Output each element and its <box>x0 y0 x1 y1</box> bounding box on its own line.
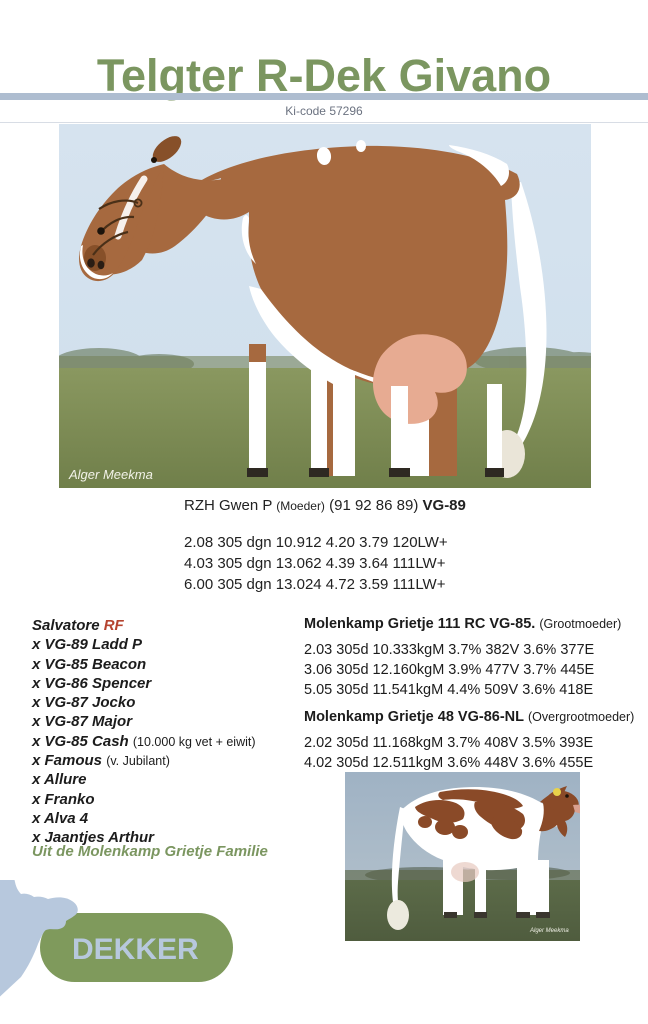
svg-text:Alger Meekma: Alger Meekma <box>68 467 153 482</box>
svg-text:Alger Meekma: Alger Meekma <box>529 928 569 934</box>
svg-text:DEKKER: DEKKER <box>72 933 199 966</box>
